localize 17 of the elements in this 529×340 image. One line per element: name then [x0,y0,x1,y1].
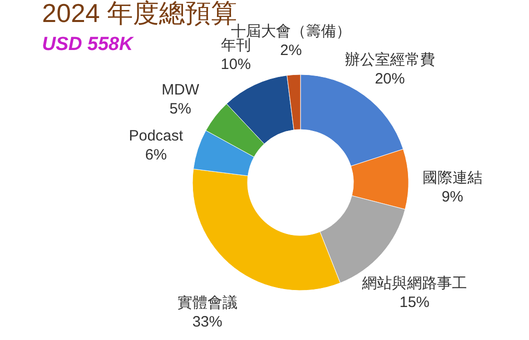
data-label: 2% [280,42,302,59]
data-label: 33% [192,314,222,331]
data-label: 6% [145,146,167,164]
data-label: 15% [400,294,430,312]
slice-label: MDW [162,81,200,98]
slice-label: 年刊 [220,36,251,54]
data-label: 10% [220,56,251,73]
text: USD 558K [42,34,134,55]
chart-title: 2024 年度總預算 [42,0,238,28]
data-label: 20% [374,70,405,88]
slice-label: 實體會議 [177,294,238,312]
slice-label: 國際連結 [422,170,482,187]
slice-label: 網站與網路事工 [361,275,468,292]
data-label: 9% [442,188,464,206]
data-label: 5% [170,100,192,118]
slice-label: Podcast [128,128,184,145]
slice-label: 辦公室經常費 [344,52,435,69]
